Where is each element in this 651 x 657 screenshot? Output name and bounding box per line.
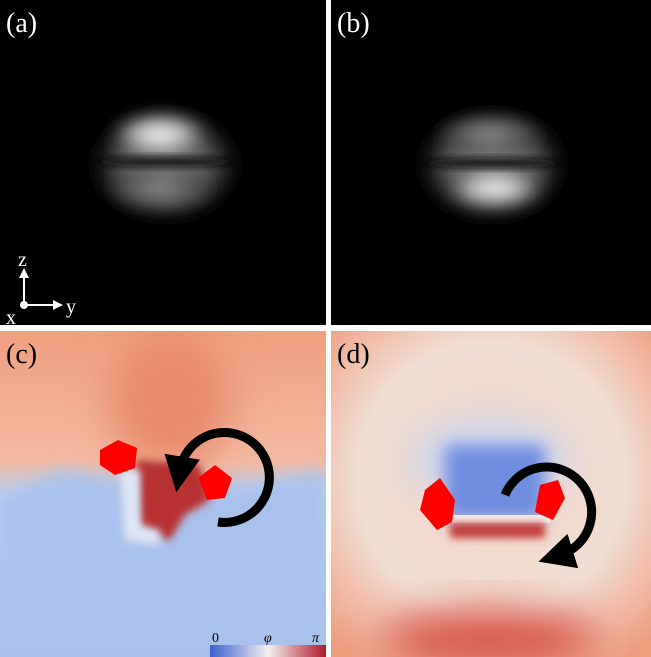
colorbar-max: π: [312, 631, 320, 646]
axis-label: y: [66, 296, 76, 318]
panel-c: (c) 0 φ π: [0, 331, 326, 657]
panel-label: (a): [6, 8, 37, 39]
colorbar-symbol: φ: [264, 631, 272, 646]
panel-a: (a) z y x: [0, 0, 326, 329]
panel-b: (b): [331, 0, 651, 325]
colorbar-min: 0: [212, 631, 219, 646]
panel-label: (c): [6, 339, 37, 370]
axis-label: x: [6, 307, 16, 329]
axis-label: z: [18, 249, 27, 271]
panel-label: (d): [337, 339, 370, 370]
panel-label: (b): [337, 8, 370, 39]
panel-d: (d): [331, 331, 651, 657]
